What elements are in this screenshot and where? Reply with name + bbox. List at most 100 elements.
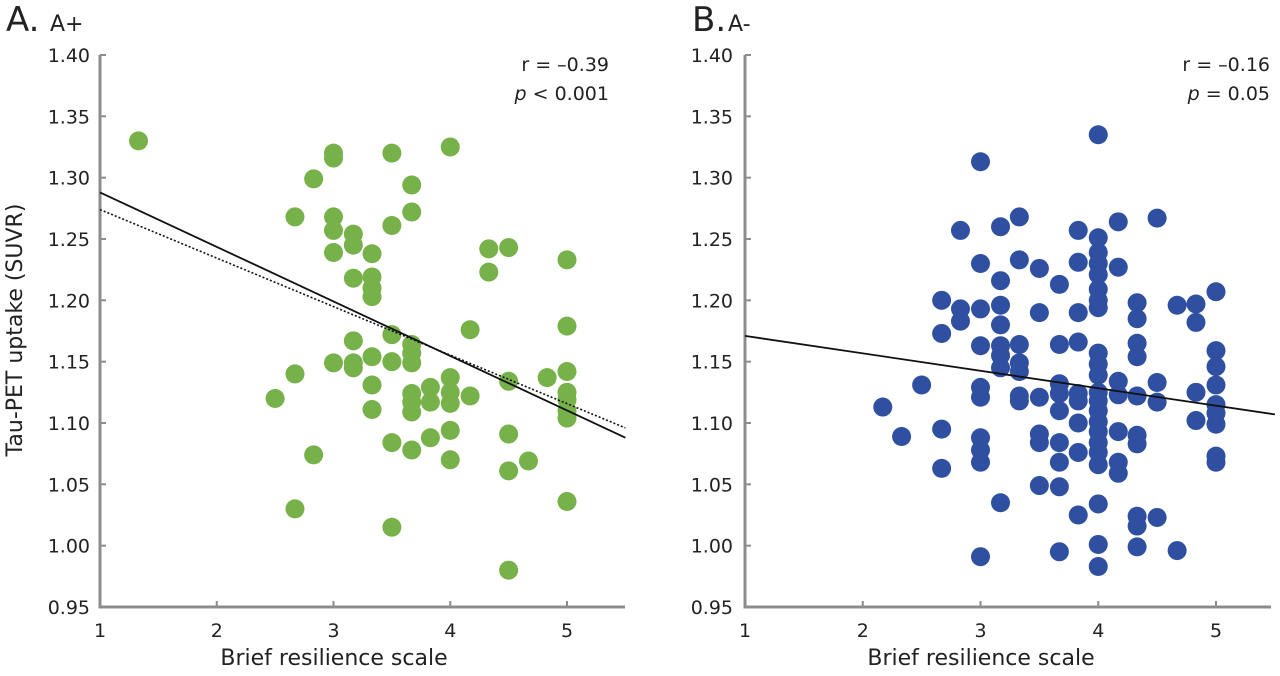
data-point: [343, 235, 363, 255]
data-point: [1186, 382, 1206, 402]
data-point: [932, 458, 952, 478]
panel-title: A+: [50, 12, 83, 37]
data-point: [1088, 455, 1108, 475]
data-point: [420, 392, 440, 412]
data-point: [1127, 309, 1147, 329]
data-point: [932, 323, 952, 343]
data-point: [1029, 387, 1049, 407]
data-point: [402, 402, 422, 422]
data-point: [324, 148, 343, 168]
data-point: [950, 311, 970, 331]
data-point: [1206, 375, 1226, 395]
y-tick-label: 1.05: [691, 474, 733, 496]
data-point: [1127, 516, 1147, 536]
data-point: [557, 492, 577, 512]
data-point: [1068, 413, 1088, 433]
data-point: [324, 353, 343, 373]
y-tick-label: 1.25: [48, 229, 90, 251]
data-point: [1088, 494, 1108, 514]
data-point: [362, 375, 382, 395]
data-point: [1068, 252, 1088, 272]
y-tick-label: 1.05: [48, 474, 90, 496]
panel-letter: B.: [692, 0, 726, 40]
panel-a: A. A+ 0.95 1.00 1.05 1.10 1.15 1.20 1.25 1.30 1.…: [6, 0, 626, 671]
y-tick-label: 1.35: [48, 106, 90, 128]
data-point: [1068, 303, 1088, 323]
data-point: [1108, 385, 1128, 405]
data-point: [440, 450, 460, 470]
data-point: [1088, 265, 1108, 285]
stat-p: p = 0.05: [1187, 83, 1270, 105]
data-point: [1108, 257, 1128, 277]
data-point: [460, 320, 480, 340]
y-tick-label: 1.10: [691, 413, 733, 435]
data-points: [129, 131, 577, 580]
data-point: [285, 207, 305, 227]
data-point: [499, 238, 519, 258]
y-tick-label: 1.15: [691, 352, 733, 374]
data-point: [382, 143, 402, 163]
data-point: [1206, 414, 1226, 434]
axes: 0.95 1.00 1.05 1.10 1.15 1.20 1.25 1.30 1.35 1.40…: [691, 45, 1271, 642]
data-point: [1088, 228, 1108, 248]
data-point: [1088, 298, 1108, 318]
x-tick-label: 4: [1092, 620, 1104, 642]
data-point: [1009, 207, 1029, 227]
p-symbol: p: [514, 83, 527, 105]
data-point: [1127, 333, 1147, 353]
data-point: [304, 445, 324, 465]
y-tick-label: 1.10: [48, 413, 90, 435]
data-point: [1088, 557, 1108, 577]
data-point: [932, 290, 952, 310]
data-point: [873, 397, 893, 417]
data-point: [1088, 365, 1108, 385]
data-point: [537, 368, 557, 388]
data-point: [1068, 332, 1088, 352]
data-point: [991, 295, 1011, 315]
x-tick-label: 1: [94, 620, 106, 642]
data-point: [362, 347, 382, 367]
regression-lines: [744, 335, 1276, 416]
axis-lines: [98, 55, 625, 609]
x-tick-label: 5: [1210, 620, 1222, 642]
data-point: [971, 299, 990, 319]
data-point: [1108, 463, 1128, 483]
data-point: [440, 137, 460, 157]
data-point: [440, 393, 460, 413]
data-point: [1049, 334, 1069, 354]
x-tick-label: 4: [444, 620, 456, 642]
data-point: [950, 220, 970, 240]
data-point: [479, 239, 499, 259]
data-point: [129, 131, 149, 151]
data-point: [1206, 282, 1226, 302]
data-point: [1088, 125, 1108, 145]
data-point: [1009, 334, 1029, 354]
data-point: [362, 244, 382, 264]
p-value: = 0.05: [1200, 83, 1270, 105]
data-point: [362, 400, 382, 420]
y-tick-label: 1.30: [48, 168, 90, 190]
data-point: [971, 152, 990, 172]
data-point: [971, 336, 990, 356]
data-point: [460, 386, 480, 406]
y-tick-label: 1.35: [691, 106, 733, 128]
data-point: [402, 202, 422, 222]
regression-line: [744, 335, 1276, 416]
data-point: [440, 420, 460, 440]
data-point: [1049, 477, 1069, 497]
data-points: [873, 125, 1226, 577]
data-point: [1029, 258, 1049, 278]
regression-line-dotted: [99, 208, 626, 429]
data-point: [1049, 452, 1069, 472]
stat-r: r = –0.16: [1182, 54, 1270, 76]
data-point: [518, 451, 538, 471]
data-point: [1127, 386, 1147, 406]
data-point: [1206, 357, 1226, 377]
data-point: [324, 242, 343, 262]
y-tick-label: 1.00: [691, 536, 733, 558]
data-point: [1147, 507, 1167, 527]
data-point: [1147, 373, 1167, 393]
data-point: [1068, 220, 1088, 240]
data-point: [1167, 295, 1187, 315]
data-point: [1049, 384, 1069, 404]
